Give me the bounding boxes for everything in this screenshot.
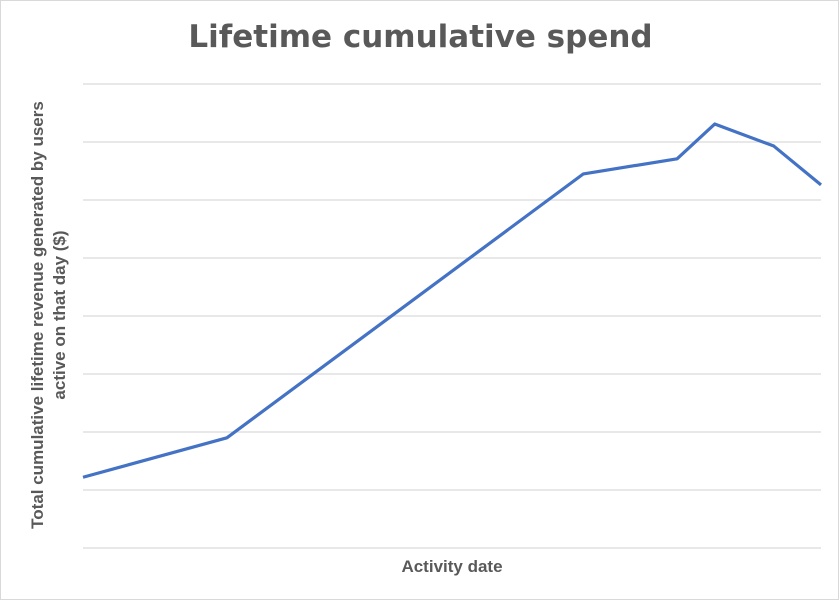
x-axis-label: Activity date (401, 557, 503, 576)
series-line (82, 122, 823, 479)
y-axis-label: Total cumulative lifetime revenue genera… (28, 101, 69, 529)
chart-title: Lifetime cumulative spend (188, 19, 653, 55)
